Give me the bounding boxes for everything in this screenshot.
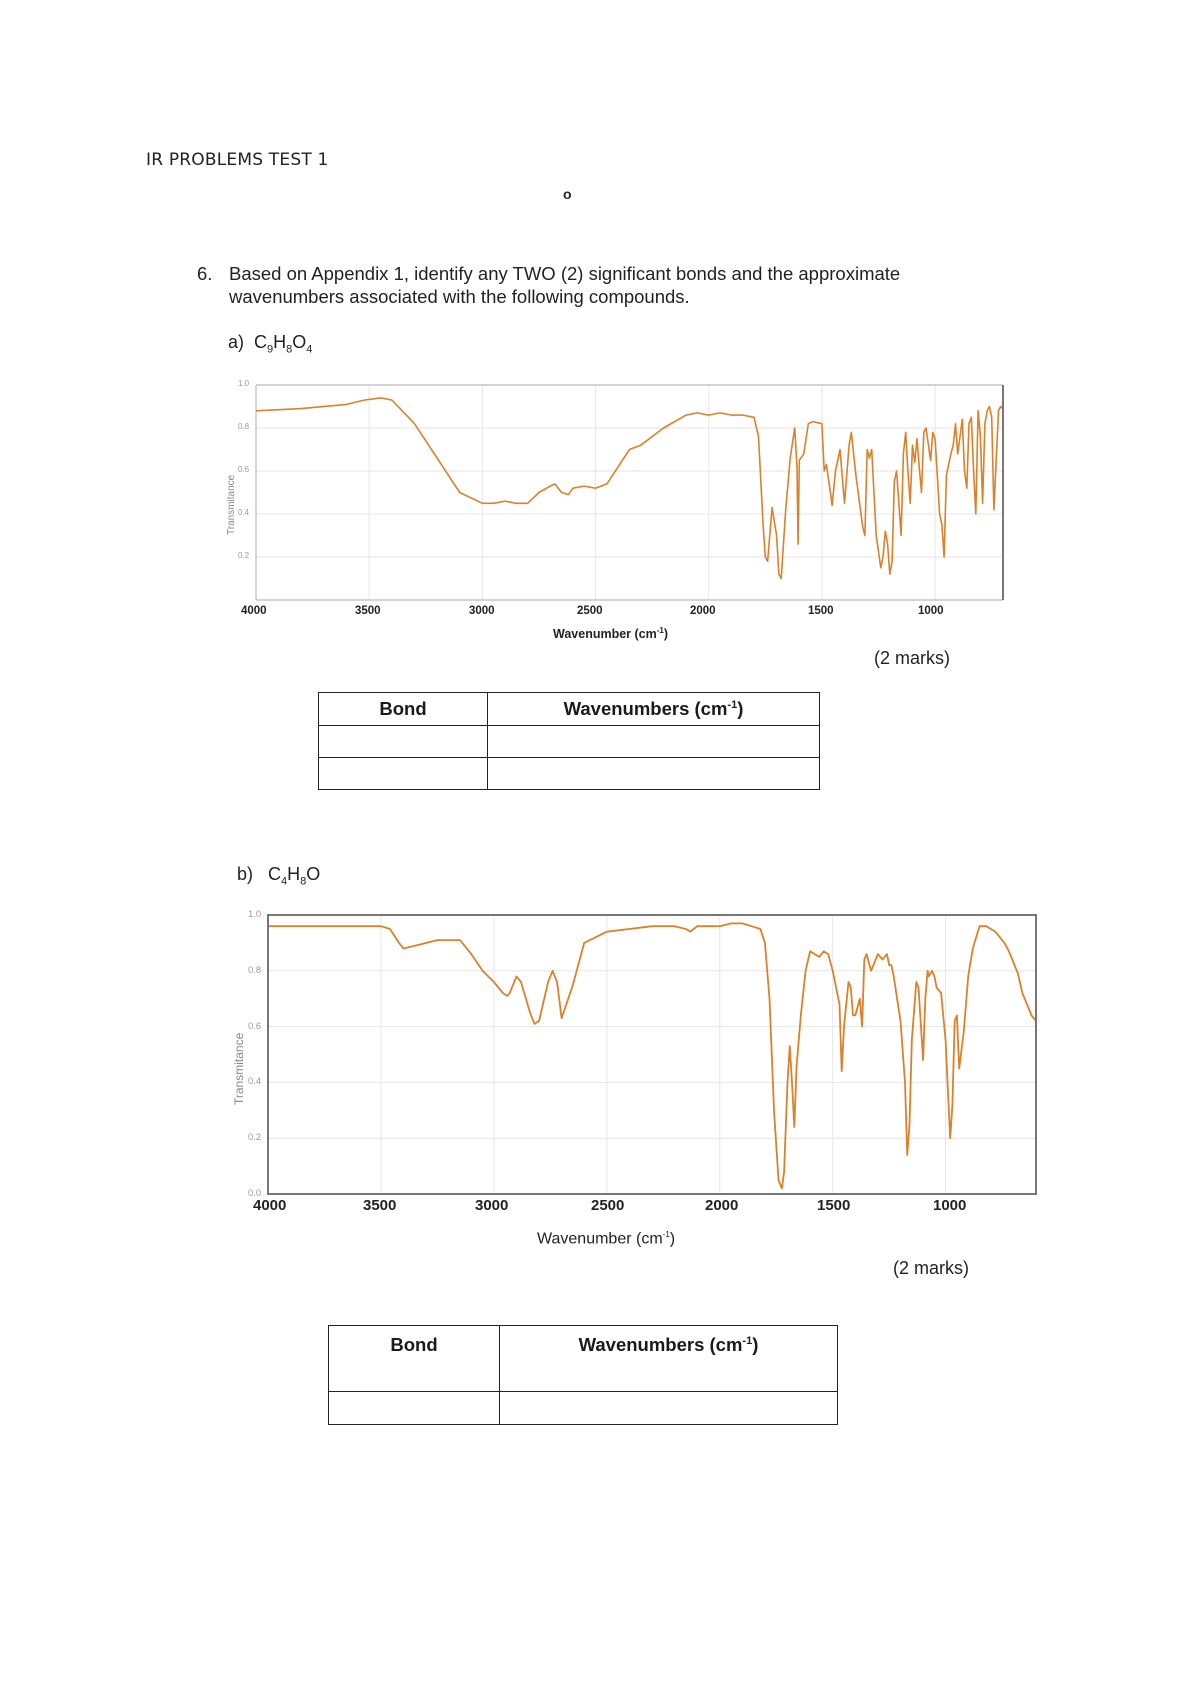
formula-element: H — [287, 864, 301, 884]
part-b-marks: (2 marks) — [893, 1258, 969, 1278]
x-tick-label: 3000 — [469, 605, 495, 617]
ir-spectrum-chart-b: 0.0 0.2 0.4 0.6 0.8 1.0 4000 3500 3000 2500 2000 1… — [232, 909, 1037, 1248]
bond-header: Bond — [328, 1325, 500, 1392]
x-tick-label: 3000 — [475, 1197, 509, 1214]
bond-cell[interactable] — [328, 1391, 500, 1425]
chart-a-grid — [255, 384, 1003, 601]
x-tick-label: 2000 — [690, 605, 716, 617]
chart-a-plot — [255, 384, 1004, 601]
x-tick-label: 2000 — [705, 1197, 739, 1214]
y-tick-label: 0.6 — [248, 1020, 262, 1032]
bond-cell[interactable] — [318, 725, 488, 758]
formula-subscript: 4 — [306, 343, 313, 356]
ir-spectrum-chart-a: 0.2 0.4 0.6 0.8 1.0 4000 3500 3000 2500 2000 1500… — [0, 0, 1200, 700]
formula-subscript: 4 — [281, 875, 288, 888]
x-tick-label: 2500 — [577, 605, 603, 617]
answer-table-a: Bond Wavenumbers (cm-1) — [318, 692, 820, 790]
part-a-letter: a) — [228, 332, 245, 352]
answer-table-b: Bond Wavenumbers (cm-1) — [328, 1325, 838, 1425]
chart-b-trace — [268, 922, 1037, 1190]
formula-element: C — [268, 864, 282, 884]
formula-element: O — [306, 864, 321, 884]
y-tick-label: 1.0 — [248, 909, 262, 920]
chart-b-x-label: Wavenumber (cm-1) — [537, 1230, 676, 1248]
formula-subscript: 8 — [300, 875, 307, 888]
y-tick-label: 0.8 — [248, 964, 262, 976]
chart-b-grid — [267, 914, 1036, 1195]
part-b-letter: b) — [237, 864, 254, 884]
bond-cell[interactable] — [318, 757, 488, 790]
wavenumber-cell[interactable] — [499, 1391, 838, 1425]
y-tick-label: 0.8 — [238, 422, 250, 431]
x-tick-label: 1500 — [817, 1197, 851, 1214]
formula-subscript: 9 — [267, 343, 274, 356]
part-b-formula: C4H8O — [268, 864, 321, 888]
x-tick-label: 4000 — [253, 1197, 287, 1214]
part-b-label: b) C4H8O — [237, 864, 320, 888]
chart-a-trace — [255, 397, 1004, 580]
formula-element: H — [273, 332, 287, 352]
page-marker: o — [563, 186, 572, 202]
wavenumber-cell[interactable] — [487, 725, 820, 758]
unit-superscript: -1 — [742, 1334, 753, 1347]
y-tick-label: 0.4 — [248, 1076, 262, 1088]
bond-header: Bond — [318, 692, 488, 726]
x-tick-label: 4000 — [241, 605, 267, 617]
chart-b-border — [267, 914, 1037, 1195]
y-tick-label: 0.2 — [248, 1132, 262, 1144]
wavenumbers-header-close: ) — [752, 1334, 759, 1355]
part-a-label: a) C9H8O4 — [228, 332, 312, 356]
wavenumbers-header-text: Wavenumbers (cm — [578, 1334, 743, 1355]
x-tick-label: 1500 — [808, 605, 834, 617]
chart-b-plot — [267, 914, 1037, 1195]
wavenumbers-header: Wavenumbers (cm-1) — [499, 1325, 838, 1392]
x-tick-label: 2500 — [591, 1197, 625, 1214]
wavenumbers-header-close: ) — [737, 698, 744, 719]
question-number: 6. — [197, 263, 213, 284]
x-tick-label: 3500 — [363, 1197, 397, 1214]
wavenumber-cell[interactable] — [487, 757, 820, 790]
wavenumbers-header-text: Wavenumbers (cm — [563, 698, 728, 719]
question-text: Based on Appendix 1, identify any TWO (2… — [229, 263, 901, 307]
document-title: IR PROBLEMS TEST 1 — [146, 150, 329, 170]
x-tick-label: 3500 — [355, 605, 381, 617]
x-tick-label: 1000 — [918, 605, 944, 617]
part-a-marks: (2 marks) — [874, 648, 950, 668]
formula-element: O — [292, 332, 307, 352]
y-tick-label: 0.4 — [238, 508, 250, 517]
y-tick-label: 0.6 — [238, 465, 250, 474]
y-tick-label: 1.0 — [238, 379, 250, 388]
chart-b-y-label: Transmitance — [232, 1032, 246, 1105]
y-tick-label: 0.2 — [238, 551, 250, 560]
x-tick-label: 1000 — [933, 1197, 967, 1214]
formula-subscript: 8 — [286, 343, 293, 356]
chart-a-x-label: Wavenumbers (cmWavenumber (cm-1) — [553, 626, 669, 642]
y-tick-label: 0.0 — [248, 1188, 262, 1199]
unit-superscript: -1 — [727, 698, 738, 711]
part-a-formula: C9H8O4 — [254, 332, 312, 356]
wavenumbers-header: Wavenumbers (cm-1) — [487, 692, 820, 726]
formula-element: C — [254, 332, 268, 352]
